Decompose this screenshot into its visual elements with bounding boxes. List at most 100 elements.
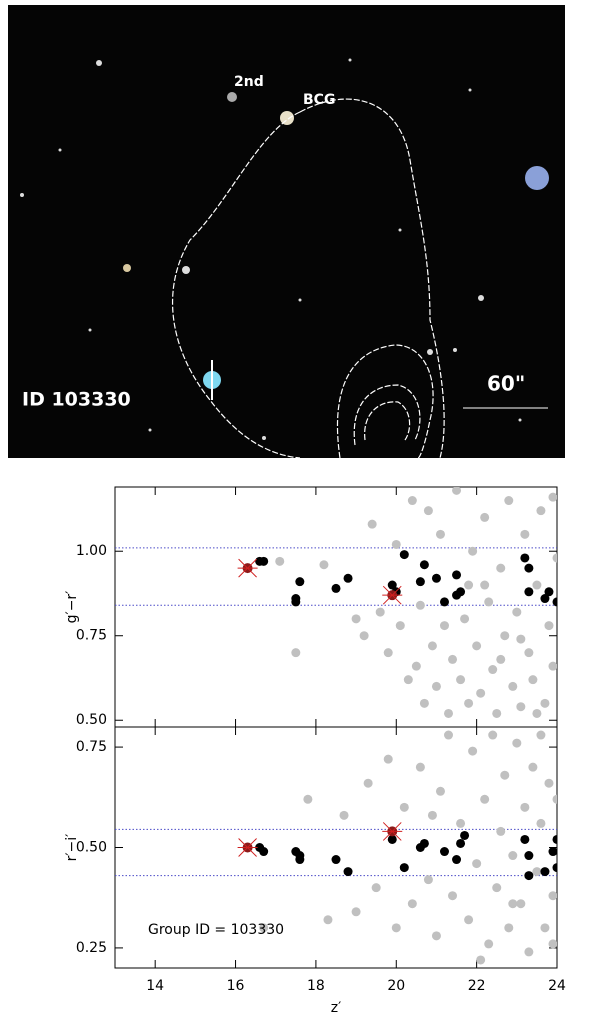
point: [295, 851, 305, 861]
point: [395, 621, 405, 631]
point: [504, 923, 514, 933]
point: [476, 955, 486, 965]
star-marker: [237, 838, 258, 857]
x-tick-label: 14: [146, 978, 164, 994]
point: [524, 871, 534, 881]
point: [339, 810, 349, 820]
image-label: ID 103330: [22, 389, 131, 411]
point: [460, 830, 470, 840]
point: [427, 641, 437, 651]
point: [524, 587, 534, 597]
point: [407, 899, 417, 909]
point: [431, 681, 441, 691]
point: [496, 654, 506, 664]
point: [464, 698, 474, 708]
y-tick-label: 0.50: [76, 840, 107, 856]
point: [528, 675, 538, 685]
star-marker: [382, 585, 403, 605]
point: [439, 847, 449, 857]
point: [375, 607, 385, 617]
point: [496, 826, 506, 836]
point: [540, 594, 550, 604]
point: [552, 863, 557, 873]
x-tick-label: 16: [227, 978, 245, 994]
point: [291, 648, 301, 658]
point: [403, 675, 413, 685]
point: [367, 519, 377, 529]
point: [468, 746, 478, 756]
point: [259, 556, 269, 566]
point: [552, 553, 557, 563]
point: [383, 648, 393, 658]
star-marker: [382, 822, 403, 841]
point: [464, 580, 474, 590]
point: [480, 580, 490, 590]
point: [415, 577, 425, 587]
point: [544, 778, 554, 788]
point: [439, 621, 449, 631]
plot-frame: [114, 486, 558, 728]
point: [524, 648, 534, 658]
image-label: BCG: [303, 92, 335, 108]
x-tick-label: 22: [468, 978, 486, 994]
y-tick-label: 0.75: [76, 628, 107, 644]
point: [435, 529, 445, 539]
point: [552, 597, 557, 607]
point: [419, 560, 429, 570]
point: [500, 631, 510, 641]
point: [399, 863, 409, 873]
point: [456, 675, 466, 685]
point: [488, 730, 498, 740]
point: [415, 600, 425, 610]
point: [391, 539, 401, 549]
point: [319, 560, 329, 570]
point: [548, 939, 557, 949]
point: [476, 688, 486, 698]
point: [439, 597, 449, 607]
point: [536, 818, 546, 828]
points: [237, 730, 557, 965]
point: [524, 563, 534, 573]
point: [448, 891, 458, 901]
point: [516, 702, 526, 712]
y-axis-label: r′−i′: [64, 834, 80, 862]
x-axis-label: z′: [331, 1000, 342, 1016]
point: [303, 794, 313, 804]
point: [492, 708, 502, 718]
point: [532, 708, 542, 718]
point: [291, 597, 301, 607]
point: [548, 847, 557, 857]
point: [323, 915, 333, 925]
point: [512, 738, 522, 748]
point: [343, 867, 353, 877]
point: [427, 810, 437, 820]
point: [484, 597, 494, 607]
point: [524, 947, 534, 957]
point: [520, 529, 530, 539]
point: [351, 907, 361, 917]
point: [548, 891, 557, 901]
point: [456, 587, 466, 597]
point: [452, 855, 462, 865]
point: [508, 851, 518, 861]
point: [431, 931, 441, 941]
point: [456, 818, 466, 828]
point: [351, 614, 361, 624]
point: [544, 621, 554, 631]
point: [295, 577, 305, 587]
point: [488, 665, 498, 675]
point: [419, 698, 429, 708]
point: [423, 506, 433, 516]
point: [544, 587, 554, 597]
point: [480, 794, 490, 804]
point: [548, 661, 557, 671]
y-axis-label: g′−r′: [64, 591, 80, 624]
point: [520, 553, 530, 563]
point: [520, 834, 530, 844]
point: [371, 883, 381, 893]
point: [536, 506, 546, 516]
point: [536, 730, 546, 740]
point: [552, 834, 557, 844]
point: [415, 762, 425, 772]
